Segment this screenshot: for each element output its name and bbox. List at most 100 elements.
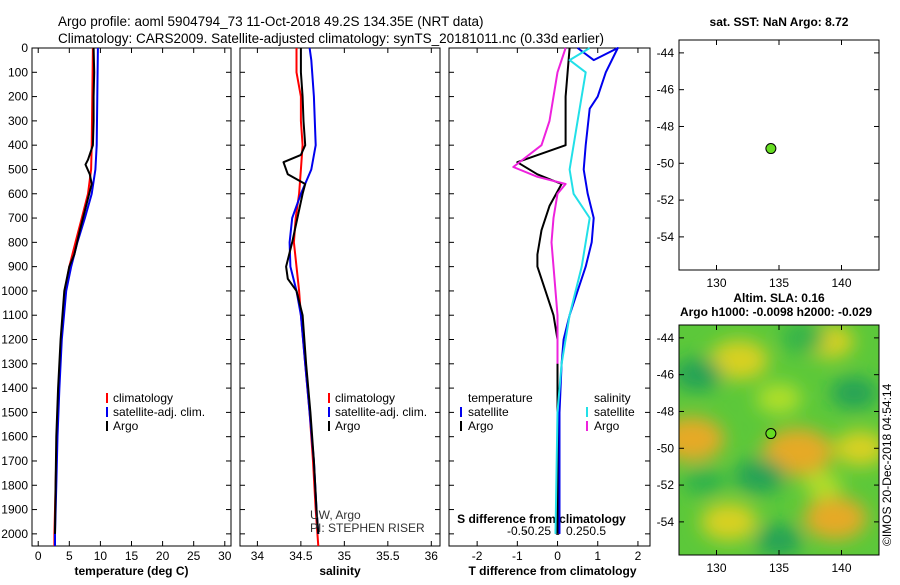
x-tick-label: 10 [94, 549, 108, 563]
heatmap-cell [679, 357, 723, 392]
x-tick-label: 30 [218, 549, 232, 563]
y-tick-label: 1700 [1, 454, 28, 468]
y-tick-label: 1300 [1, 357, 28, 371]
series-line-salinity-satellite [554, 47, 591, 534]
y-tick-label: 200 [8, 90, 28, 104]
series-line-argo [54, 47, 96, 534]
y-tick-label: 900 [8, 260, 28, 274]
float-owner-credit: UW, Argo [310, 508, 361, 522]
sst-location-panel: 130 135 140 -44 -46 -48 -50 -52 -54 sat. SST: NaN… [657, 15, 880, 290]
y-tick-label: 500 [8, 162, 28, 176]
x2-tick-label: -0.5 [507, 524, 528, 538]
heatmap-cell [803, 471, 842, 499]
x-tick-label: 36 [425, 549, 439, 563]
x-tick-label: 25 [187, 549, 201, 563]
legend-label: Argo [113, 419, 139, 433]
x-axis-label: salinity [319, 564, 361, 578]
float-location-marker [765, 428, 777, 440]
y-tick-label: 100 [8, 65, 28, 79]
heatmap-cell [756, 383, 802, 414]
difference-panel: -2 -1 0 1 2-0.5-0.25 0 0.25 0.5S difference fro… [448, 47, 651, 578]
x-tick-label: 130 [706, 561, 726, 575]
heatmap-cell [830, 376, 878, 410]
x-tick-label: 2 [635, 549, 642, 563]
x-tick-label: 0 [35, 549, 42, 563]
heatmap-cell [781, 325, 827, 354]
legend-label: Argo [468, 419, 494, 433]
x-tick-label: 15 [125, 549, 139, 563]
x-tick-label: -1 [512, 549, 523, 563]
y-tick-label: 1400 [1, 381, 28, 395]
y-tick-label: 1800 [1, 478, 28, 492]
legend-label: Argo [594, 419, 620, 433]
legend-label: Argo [335, 419, 361, 433]
x-tick-label: 135 [769, 276, 789, 290]
x-tick-label: -2 [472, 549, 483, 563]
x-tick-label: 1 [594, 549, 601, 563]
heatmap-cell [755, 524, 803, 555]
y-tick-label: -54 [657, 515, 675, 529]
plot-frame [448, 47, 651, 547]
y-tick-label: -46 [657, 368, 675, 382]
y-tick-label: 1500 [1, 405, 28, 419]
y-tick-label: -48 [657, 404, 675, 418]
heatmap-field [679, 325, 879, 555]
y-tick-label: -54 [657, 230, 675, 244]
y-tick-label: -48 [657, 119, 675, 133]
x2-tick-label: -0.25 [524, 524, 552, 538]
heatmap-cell [679, 416, 725, 462]
temperature-panel: 0 5 10 15 20 25 300100200300400500600700800900… [1, 41, 231, 578]
plot-frame [678, 39, 880, 271]
float-location-marker [765, 143, 777, 155]
y-tick-label: 1100 [2, 308, 28, 322]
legend-title-temperature: temperature [468, 391, 533, 405]
legend-label: satellite-adj. clim. [335, 405, 427, 419]
y-tick-label: -52 [657, 478, 675, 492]
x-tick-label: 0 [554, 549, 561, 563]
x-tick-label: 35.5 [376, 549, 400, 563]
figure-title-line2: Climatology: CARS2009. Satellite-adjuste… [58, 31, 604, 46]
legend-label: climatology [335, 391, 395, 405]
y-tick-label: 400 [8, 138, 28, 152]
x-tick-label: 20 [156, 549, 170, 563]
x2-tick-label: 0.5 [589, 524, 606, 538]
x-axis-label: temperature (deg C) [74, 564, 188, 578]
y-tick-label: 0 [21, 41, 28, 55]
x-tick-label: 140 [831, 561, 851, 575]
y-tick-label: 1000 [1, 284, 28, 298]
y-tick-label: -52 [657, 193, 675, 207]
x-tick-label: 130 [706, 276, 726, 290]
salinity-panel: 34 34.5 35 35.5 36 salinity climatologysatelli… [239, 47, 441, 578]
y-tick-label: -44 [657, 331, 675, 345]
legend-label: satellite [594, 405, 635, 419]
x-tick-label: 34.5 [289, 549, 313, 563]
x-tick-label: 34 [251, 549, 265, 563]
heatmap-cell [734, 458, 787, 494]
heatmap-cell [682, 466, 726, 497]
y-tick-label: -46 [657, 83, 675, 97]
legend-label: satellite [468, 405, 509, 419]
y-tick-label: 1200 [1, 333, 28, 347]
x-tick-label: 140 [831, 276, 851, 290]
heatmap-cell [700, 502, 758, 542]
heatmap-cell [762, 428, 833, 476]
x-tick-label: 135 [769, 561, 789, 575]
heatmap-cell [834, 430, 879, 466]
x-tick-label: 35 [338, 549, 352, 563]
imos-credit: ©IMOS 20-Dec-2018 04:54:14 [880, 383, 894, 546]
x2-axis-label: S difference from climatology [457, 512, 626, 526]
series-line-temperature-satellite [558, 47, 619, 534]
plot-frame [239, 47, 441, 547]
heatmap-cell [709, 339, 769, 380]
legend-title-salinity: salinity [594, 391, 631, 405]
y-tick-label: 800 [8, 235, 28, 249]
float-pi-credit: PI: STEPHEN RISER [310, 521, 425, 535]
y-tick-label: -44 [657, 46, 675, 60]
y-tick-label: 2000 [1, 527, 28, 541]
series-line-temperature-argo [516, 47, 571, 534]
series-line-salinity-argo [512, 47, 567, 364]
y-tick-label: 1900 [1, 503, 28, 517]
x2-tick-label: 0.25 [566, 524, 590, 538]
sla-title: Altim. SLA: 0.16 [733, 291, 825, 305]
